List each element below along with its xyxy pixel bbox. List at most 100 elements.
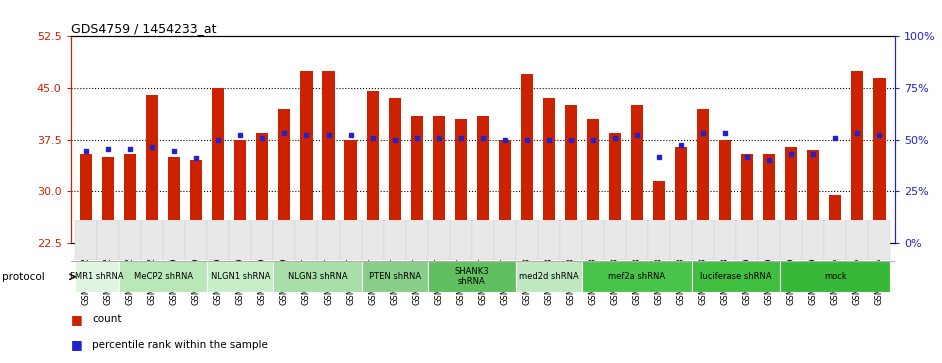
Bar — [631, 105, 643, 243]
Bar — [273, 220, 296, 260]
Bar — [362, 220, 383, 260]
Bar — [186, 220, 207, 260]
Bar — [494, 220, 516, 260]
Text: mock: mock — [824, 272, 847, 281]
Text: luciferase shRNA: luciferase shRNA — [701, 272, 772, 281]
Text: SHANK3
shRNA: SHANK3 shRNA — [454, 267, 489, 286]
Bar — [449, 220, 472, 260]
Text: protocol: protocol — [2, 272, 44, 282]
Bar — [516, 261, 582, 292]
Bar — [455, 119, 467, 243]
Text: NLGN3 shRNA: NLGN3 shRNA — [287, 272, 348, 281]
Bar — [322, 71, 334, 243]
Bar — [847, 220, 869, 260]
Text: GDS4759 / 1454233_at: GDS4759 / 1454233_at — [71, 22, 216, 35]
Bar — [169, 157, 180, 243]
Bar — [75, 220, 97, 260]
Bar — [786, 147, 797, 243]
Bar — [252, 220, 273, 260]
Bar — [472, 220, 494, 260]
Bar — [212, 88, 224, 243]
Bar — [411, 115, 423, 243]
Bar — [97, 220, 119, 260]
Bar — [207, 261, 273, 292]
Bar — [604, 220, 626, 260]
Bar — [803, 220, 824, 260]
Bar — [692, 261, 780, 292]
Bar — [852, 71, 864, 243]
Bar — [648, 220, 670, 260]
Bar — [543, 98, 555, 243]
Bar — [565, 105, 577, 243]
Bar — [229, 220, 252, 260]
Bar — [388, 98, 400, 243]
Bar — [758, 220, 780, 260]
Bar — [207, 220, 229, 260]
Bar — [538, 220, 560, 260]
Bar — [235, 140, 247, 243]
Bar — [428, 261, 516, 292]
Bar — [737, 220, 758, 260]
Bar — [516, 220, 538, 260]
Text: count: count — [92, 314, 122, 325]
Bar — [714, 220, 737, 260]
Bar — [345, 140, 357, 243]
Text: MeCP2 shRNA: MeCP2 shRNA — [134, 272, 193, 281]
Bar — [670, 220, 692, 260]
Bar — [300, 71, 313, 243]
Bar — [432, 115, 445, 243]
Text: NLGN1 shRNA: NLGN1 shRNA — [211, 272, 270, 281]
Bar — [477, 115, 489, 243]
Bar — [317, 220, 339, 260]
Bar — [383, 220, 406, 260]
Bar — [119, 261, 207, 292]
Bar — [339, 220, 362, 260]
Bar — [279, 109, 290, 243]
Bar — [653, 181, 665, 243]
Bar — [362, 261, 428, 292]
Bar — [829, 195, 841, 243]
Bar — [582, 220, 604, 260]
Text: percentile rank within the sample: percentile rank within the sample — [92, 340, 268, 350]
Bar — [146, 95, 158, 243]
Bar — [119, 220, 141, 260]
Bar — [560, 220, 582, 260]
Text: med2d shRNA: med2d shRNA — [519, 272, 578, 281]
Bar — [273, 261, 362, 292]
Bar — [428, 220, 449, 260]
Bar — [807, 150, 820, 243]
Bar — [163, 220, 186, 260]
Bar — [366, 91, 379, 243]
Text: ■: ■ — [71, 313, 82, 326]
Bar — [869, 220, 890, 260]
Bar — [406, 220, 428, 260]
Bar — [609, 133, 621, 243]
Bar — [763, 154, 775, 243]
Bar — [873, 78, 885, 243]
Text: PTEN shRNA: PTEN shRNA — [368, 272, 421, 281]
Bar — [102, 157, 114, 243]
Bar — [190, 160, 203, 243]
Bar — [741, 154, 754, 243]
Bar — [692, 220, 714, 260]
Bar — [124, 154, 137, 243]
Text: ■: ■ — [71, 338, 82, 351]
Bar — [296, 220, 317, 260]
Bar — [719, 140, 731, 243]
Bar — [582, 261, 692, 292]
Bar — [697, 109, 709, 243]
Bar — [780, 261, 890, 292]
Bar — [780, 220, 803, 260]
Bar — [626, 220, 648, 260]
Bar — [498, 140, 511, 243]
Text: mef2a shRNA: mef2a shRNA — [609, 272, 666, 281]
Bar — [75, 261, 119, 292]
Bar — [824, 220, 847, 260]
Bar — [587, 119, 599, 243]
Bar — [80, 154, 92, 243]
Bar — [675, 147, 687, 243]
Bar — [521, 74, 533, 243]
Text: FMR1 shRNA: FMR1 shRNA — [71, 272, 124, 281]
Bar — [256, 133, 268, 243]
Bar — [141, 220, 163, 260]
